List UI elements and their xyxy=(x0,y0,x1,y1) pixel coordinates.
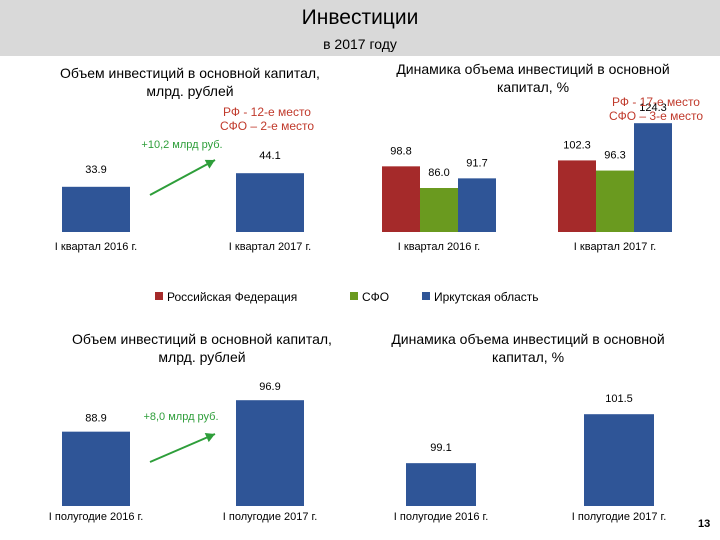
chart2-category-label-1: I квартал 2016 г. xyxy=(398,241,480,253)
chart3-category-label-2: I полугодие 2017 г. xyxy=(223,511,318,523)
chart1-title-line-2: млрд. рублей xyxy=(146,83,233,99)
chart2-bar-g2-s1 xyxy=(558,160,596,232)
chart2-rank-rf: РФ - 17-е место xyxy=(612,95,700,109)
chart3-bar-2 xyxy=(236,400,304,506)
chart1-growth-arrow-head xyxy=(204,159,215,169)
chart1-title-line-1: Объем инвестиций в основной капитал, xyxy=(60,65,320,81)
chart1-category-label-2: I квартал 2017 г. xyxy=(229,241,311,253)
chart2-title-line-2: капитал, % xyxy=(497,79,569,95)
chart3-growth-arrow xyxy=(149,433,216,463)
chart4-title-line-1: Динамика объема инвестиций в основной xyxy=(391,331,664,347)
legend-label-3: Иркутская область xyxy=(434,290,539,304)
chart1-growth-label: +10,2 млрд руб. xyxy=(141,139,222,151)
slide-number: 13 xyxy=(698,518,711,530)
chart3-value-label-2: 96.9 xyxy=(259,381,280,393)
chart1-value-label-1: 33.9 xyxy=(85,164,106,176)
legend-label-1: Российская Федерация xyxy=(167,290,297,304)
legend-swatch-2 xyxy=(350,292,358,300)
chart3-title-line-2: млрд. рублей xyxy=(158,349,245,365)
chart2-category-label-2: I квартал 2017 г. xyxy=(574,241,656,253)
chart4-bar-2 xyxy=(584,414,654,506)
chart2-value-label-g1-s3: 91.7 xyxy=(466,157,487,169)
chart3-growth-label: +8,0 млрд руб. xyxy=(143,411,218,423)
chart2-value-label-g2-s2: 96.3 xyxy=(604,150,625,162)
chart2-bar-g2-s3 xyxy=(634,123,672,232)
chart2-value-label-g1-s2: 86.0 xyxy=(428,167,449,179)
chart1-value-label-2: 44.1 xyxy=(259,150,280,162)
chart3-growth-arrow-head xyxy=(204,432,215,443)
chart3-bar-1 xyxy=(62,431,130,506)
legend-swatch-1 xyxy=(155,292,163,300)
legend-label-2: СФО xyxy=(362,290,389,304)
chart1-rank-sfo: СФО – 2-е место xyxy=(220,119,314,133)
page-title: Инвестиции xyxy=(301,6,419,29)
chart4-category-label-1: I полугодие 2016 г. xyxy=(394,511,489,523)
header-band xyxy=(0,0,720,56)
chart2-bar-g2-s2 xyxy=(596,170,634,232)
chart2-bar-g1-s2 xyxy=(420,188,458,232)
chart3-value-label-1: 88.9 xyxy=(85,413,106,425)
chart2-value-label-g2-s1: 102.3 xyxy=(563,139,591,151)
chart3-category-label-1: I полугодие 2016 г. xyxy=(49,511,144,523)
chart1-rank-rf: РФ - 12-е место xyxy=(223,105,311,119)
legend-swatch-3 xyxy=(422,292,430,300)
chart1-bar-1 xyxy=(62,186,130,232)
page-subtitle: в 2017 году xyxy=(323,36,397,52)
chart2-title-line-1: Динамика объема инвестиций в основной xyxy=(396,61,669,77)
chart4-value-label-1: 99.1 xyxy=(430,442,451,454)
chart2-bar-g1-s3 xyxy=(458,178,496,232)
chart1-growth-arrow xyxy=(149,159,216,196)
chart2-value-label-g1-s1: 98.8 xyxy=(390,145,411,157)
chart1-bar-2 xyxy=(236,173,304,232)
chart4-title-line-2: капитал, % xyxy=(492,349,564,365)
chart2-bar-g1-s1 xyxy=(382,166,420,232)
chart4-bar-1 xyxy=(406,463,476,506)
chart2-value-label-g2-s3: 124.3 xyxy=(639,102,667,114)
chart3-title-line-1: Объем инвестиций в основной капитал, xyxy=(72,331,332,347)
chart4-value-label-2: 101.5 xyxy=(605,393,633,405)
chart2-rank-sfo: СФО – 3-е место xyxy=(609,109,703,123)
chart4-category-label-2: I полугодие 2017 г. xyxy=(572,511,667,523)
chart1-category-label-1: I квартал 2016 г. xyxy=(55,241,137,253)
